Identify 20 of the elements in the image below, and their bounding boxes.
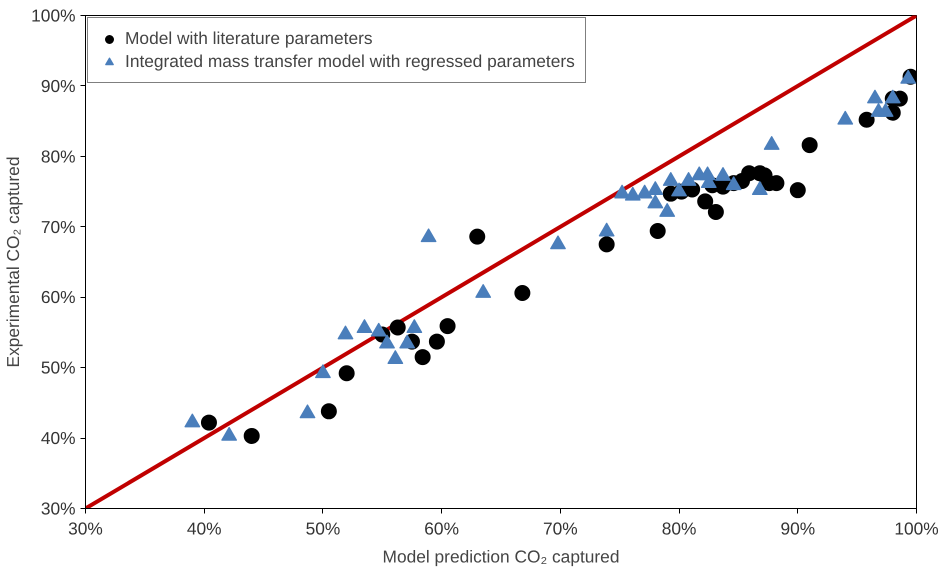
x-tick-label: 80% bbox=[662, 518, 696, 538]
y-tick-label: 30% bbox=[40, 498, 76, 518]
y-tick-label: 40% bbox=[40, 428, 76, 448]
x-tick-label: 100% bbox=[894, 518, 939, 538]
y-tick-label: 80% bbox=[40, 146, 76, 166]
y-tick-label: 50% bbox=[40, 358, 76, 378]
x-axis-title: Model prediction CO₂ captured bbox=[382, 546, 620, 566]
y-axis-title: Experimental CO₂ captured bbox=[3, 156, 24, 368]
y-tick-label: 100% bbox=[31, 6, 76, 26]
y-tick-label: 70% bbox=[40, 216, 76, 237]
x-tick-label: 60% bbox=[424, 518, 459, 538]
legend-label: Integrated mass transfer model with regressed parameters bbox=[125, 51, 575, 72]
x-tick-label: 50% bbox=[306, 518, 340, 538]
x-tick-label: 40% bbox=[186, 518, 222, 538]
x-tick-label: 90% bbox=[780, 518, 816, 538]
y-tick-label: 60% bbox=[40, 287, 76, 308]
x-tick-label: 30% bbox=[68, 518, 103, 538]
legend-label: Model with literature parameters bbox=[125, 28, 373, 49]
x-tick-label: 70% bbox=[543, 518, 578, 538]
y-tick-label: 90% bbox=[40, 76, 76, 96]
